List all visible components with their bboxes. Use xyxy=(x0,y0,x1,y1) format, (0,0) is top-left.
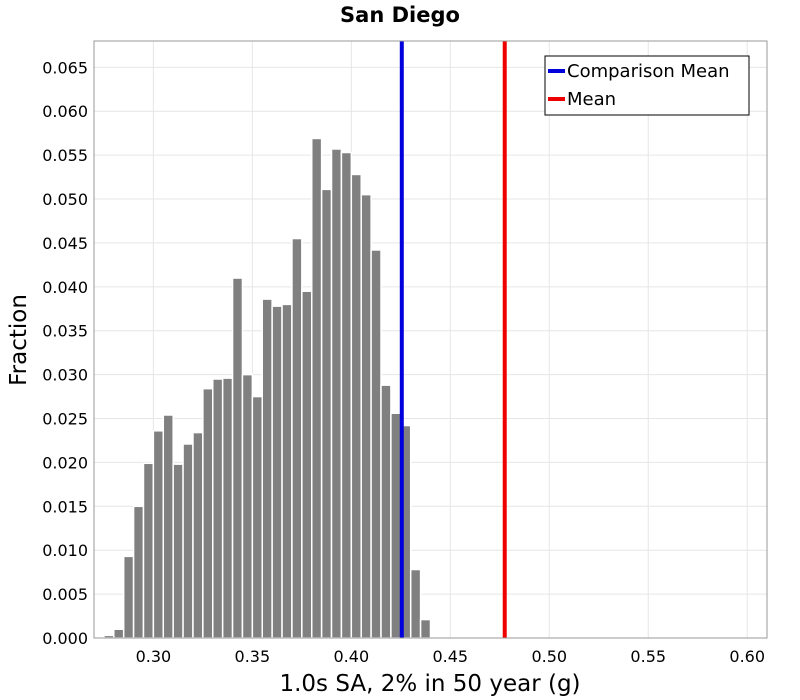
histogram-bars xyxy=(103,137,432,639)
histogram-bar xyxy=(241,373,254,639)
histogram-bar xyxy=(350,173,362,639)
y-axis-ticks: 0.000 0.005 0.010 0.015 0.020 0.025 0.030 0.035… xyxy=(42,58,88,648)
histogram-bar xyxy=(202,387,214,639)
y-tick-label: 0.065 xyxy=(42,58,88,77)
plot-frame xyxy=(93,40,768,639)
histogram-bar xyxy=(380,384,392,639)
histogram-bar xyxy=(419,618,432,639)
x-tick-label: 0.50 xyxy=(531,647,567,666)
histogram-bar xyxy=(301,290,313,639)
y-tick-label: 0.020 xyxy=(42,453,88,472)
x-tick-label: 0.45 xyxy=(432,647,468,666)
legend-box xyxy=(544,55,750,116)
y-tick-label: 0.055 xyxy=(42,146,88,165)
histogram-bar xyxy=(122,555,135,639)
histogram-bar xyxy=(271,305,283,639)
histogram-bar xyxy=(221,377,234,639)
x-axis-label: 1.0s SA, 2% in 50 year (g) xyxy=(279,671,580,697)
histogram-bar xyxy=(212,378,224,639)
y-tick-label: 0.060 xyxy=(42,102,88,121)
histogram-bar xyxy=(192,431,204,639)
legend: Comparison Mean Mean xyxy=(544,55,750,116)
histogram-bar xyxy=(340,151,353,639)
y-tick-label: 0.015 xyxy=(42,497,88,516)
histogram-bar xyxy=(370,249,382,639)
histogram-bar xyxy=(231,277,244,639)
chart-title: San Diego xyxy=(340,3,460,27)
histogram-bar xyxy=(152,430,165,639)
y-tick-label: 0.010 xyxy=(42,541,88,560)
y-tick-label: 0.005 xyxy=(42,585,88,604)
y-tick-label: 0.030 xyxy=(42,366,88,385)
legend-label-mean: Mean xyxy=(567,89,616,110)
y-tick-label: 0.025 xyxy=(42,410,88,429)
histogram-bar xyxy=(113,628,125,639)
histogram-bar xyxy=(291,237,303,639)
histogram-bar xyxy=(310,137,323,639)
y-tick-label: 0.050 xyxy=(42,190,88,209)
histogram-bar xyxy=(320,188,333,639)
histogram-bar xyxy=(251,395,263,639)
x-tick-label: 0.35 xyxy=(235,647,271,666)
histogram-bar xyxy=(261,298,273,639)
y-tick-label: 0.000 xyxy=(42,629,88,648)
histogram-bar xyxy=(172,463,184,639)
y-tick-label: 0.045 xyxy=(42,234,88,253)
y-tick-label: 0.040 xyxy=(42,278,88,297)
histogram-bar xyxy=(360,193,372,639)
mean-lines xyxy=(399,41,507,638)
x-axis-ticks: 0.30 0.35 0.40 0.45 0.50 0.55 0.60 xyxy=(136,647,765,666)
histogram-bar xyxy=(281,303,293,639)
histogram-bar xyxy=(132,505,145,639)
histogram-bar xyxy=(409,568,422,639)
x-tick-label: 0.60 xyxy=(729,647,765,666)
histogram-bar xyxy=(162,414,174,639)
x-tick-label: 0.55 xyxy=(630,647,666,666)
y-axis-label: Fraction xyxy=(6,294,32,386)
histogram-bar xyxy=(390,412,402,639)
y-tick-label: 0.035 xyxy=(42,322,88,341)
legend-label-comparison-mean: Comparison Mean xyxy=(567,61,730,82)
x-tick-label: 0.30 xyxy=(136,647,172,666)
histogram-bar xyxy=(330,148,343,639)
x-tick-label: 0.40 xyxy=(334,647,370,666)
histogram-bar xyxy=(182,443,194,639)
histogram-bar xyxy=(142,462,155,639)
